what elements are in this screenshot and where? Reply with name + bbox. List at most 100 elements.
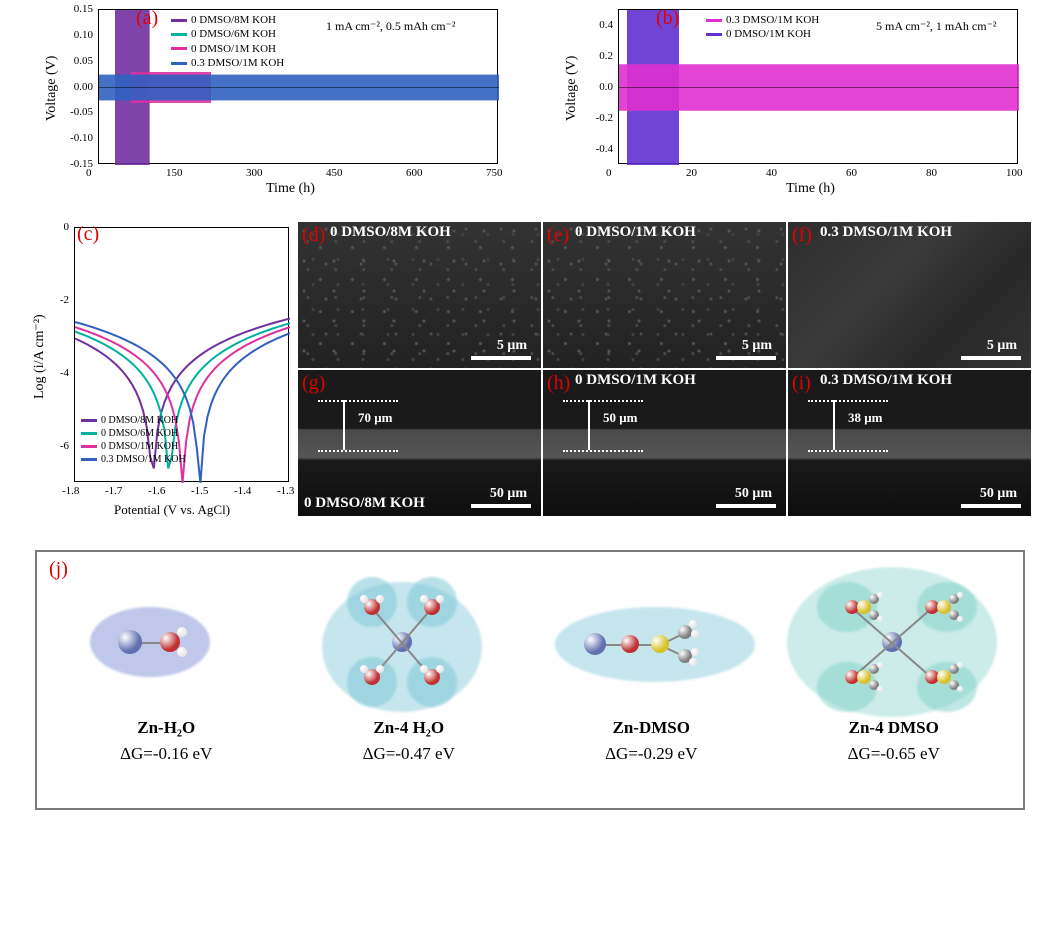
molecule-columns: Zn-H₂OΔG=-0.16 eVZn-4 H₂OΔG=-0.47 eVZn-D… [45, 562, 1015, 764]
atom [177, 627, 187, 637]
panel-a-label: (a) [136, 7, 158, 30]
atom [621, 635, 639, 653]
scalebar-label: 50 μm [735, 486, 772, 502]
sem-letter-d: (d) [302, 224, 325, 247]
dim-line [563, 400, 643, 402]
dim-arrow [588, 400, 590, 450]
legend-swatch [171, 47, 187, 50]
legend-item: 0 DMSO/1M KOH [706, 27, 819, 41]
scalebar-label: 50 μm [980, 486, 1017, 502]
legend-item: 0 DMSO/6M KOH [171, 27, 284, 41]
legend-label: 0 DMSO/1M KOH [726, 27, 811, 41]
legend-item: 0.3 DMSO/1M KOH [171, 56, 284, 70]
scalebar [471, 356, 531, 360]
legend-swatch [171, 62, 187, 65]
legend-item: 0 DMSO/1M KOH [171, 42, 284, 56]
legend-label: 0.3 DMSO/1M KOH [726, 13, 819, 27]
tick-label: 0.00 [63, 81, 93, 93]
sem-letter-g: (g) [302, 372, 325, 395]
sem-letter-h: (h) [547, 372, 570, 395]
thickness-label: 38 μm [848, 410, 882, 426]
dim-arrow [343, 400, 345, 450]
tick-label: 0 [86, 167, 92, 179]
tick-label: -1.4 [234, 485, 251, 497]
legend-label: 0 DMSO/1M KOH [101, 440, 178, 453]
panel-b-legend: 0.3 DMSO/1M KOH0 DMSO/1M KOH [706, 13, 819, 42]
legend-swatch [706, 19, 722, 22]
tick-label: 150 [166, 167, 183, 179]
tick-label: -4 [39, 367, 69, 379]
molecule-column: Zn-4 H₂OΔG=-0.47 eV [292, 562, 525, 764]
panel-c-legend: 0 DMSO/8M KOH0 DMSO/6M KOH0 DMSO/1M KOH0… [81, 414, 186, 466]
panel-b-ylabel: Voltage (V) [564, 56, 580, 121]
tick-label: 60 [846, 167, 857, 179]
legend-label: 0 DMSO/8M KOH [191, 13, 276, 27]
molecule-dg: ΔG=-0.47 eV [363, 744, 455, 764]
tick-label: 0 [606, 167, 612, 179]
sem-panel-f: (f)0.3 DMSO/1M KOH5 μm [788, 222, 1031, 368]
dim-line [808, 400, 888, 402]
molecule-name: Zn-4 DMSO [849, 718, 939, 738]
panel-a-ylabel: Voltage (V) [44, 56, 60, 121]
tick-label: -2 [39, 294, 69, 306]
tick-label: 0.4 [583, 19, 613, 31]
tick-label: 100 [1006, 167, 1023, 179]
sem-panel-i: (i)0.3 DMSO/1M KOH50 μm38 μm [788, 370, 1031, 516]
sem-letter-f: (f) [792, 224, 812, 247]
sem-panel-g: (g)0 DMSO/8M KOH50 μm70 μm [298, 370, 541, 516]
sem-letter-e: (e) [547, 224, 569, 247]
tick-label: -0.2 [583, 112, 613, 124]
scalebar [716, 356, 776, 360]
legend-item: 0.3 DMSO/1M KOH [81, 453, 186, 466]
molecule-vis [292, 562, 525, 712]
tick-label: 0.10 [63, 29, 93, 41]
molecule-column: Zn-4 DMSO ΔG=-0.65 eV [777, 562, 1010, 764]
panel-j-label: (j) [49, 558, 68, 581]
molecule-column: Zn-DMSOΔG=-0.29 eV [535, 562, 768, 764]
scalebar [961, 356, 1021, 360]
panel-b: (b) Voltage (V) Time (h) 0.3 DMSO/1M KOH… [555, 0, 1030, 200]
sem-overlay-i: 0.3 DMSO/1M KOH [820, 372, 952, 389]
molecule-dg: ΔG=-0.16 eV [120, 744, 212, 764]
panel-c: (c) Log (i/A cm⁻²) Potential (V vs. AgCl… [28, 218, 293, 523]
panel-b-xlabel: Time (h) [786, 181, 835, 197]
atom [691, 648, 699, 656]
legend-item: 0 DMSO/6M KOH [81, 427, 186, 440]
sem-overlay-d: 0 DMSO/8M KOH [330, 224, 451, 241]
scalebar-label: 5 μm [497, 338, 527, 354]
legend-swatch [81, 458, 97, 461]
scalebar [471, 504, 531, 508]
panel-c-ylabel: Log (i/A cm⁻²) [31, 314, 48, 399]
legend-swatch [706, 33, 722, 36]
legend-swatch [81, 445, 97, 448]
legend-label: 0.3 DMSO/1M KOH [101, 453, 186, 466]
molecule-dg: ΔG=-0.65 eV [848, 744, 940, 764]
atom [651, 635, 669, 653]
tick-label: 40 [766, 167, 777, 179]
sem-panel-h: (h)0 DMSO/1M KOH50 μm50 μm [543, 370, 786, 516]
panel-c-label: (c) [77, 223, 99, 246]
tick-label: 0.2 [583, 50, 613, 62]
dim-line [563, 450, 643, 452]
electron-cloud [817, 662, 877, 712]
molecule-vis [535, 562, 768, 712]
legend-label: 0 DMSO/6M KOH [191, 27, 276, 41]
tick-label: 0 [39, 221, 69, 233]
tick-label: 80 [926, 167, 937, 179]
scalebar [716, 504, 776, 508]
atom [689, 620, 697, 628]
molecule-vis [50, 562, 283, 712]
scalebar-label: 50 μm [490, 486, 527, 502]
molecule-vis [777, 562, 1010, 712]
tick-label: -1.5 [191, 485, 208, 497]
legend-label: 0 DMSO/8M KOH [101, 414, 178, 427]
scalebar-label: 5 μm [987, 338, 1017, 354]
panel-b-label: (b) [656, 7, 679, 30]
legend-swatch [81, 419, 97, 422]
dim-line [318, 450, 398, 452]
legend-label: 0 DMSO/1M KOH [191, 42, 276, 56]
tick-label: -6 [39, 440, 69, 452]
legend-item: 0 DMSO/8M KOH [81, 414, 186, 427]
thickness-label: 50 μm [603, 410, 637, 426]
tick-label: 0.05 [63, 55, 93, 67]
